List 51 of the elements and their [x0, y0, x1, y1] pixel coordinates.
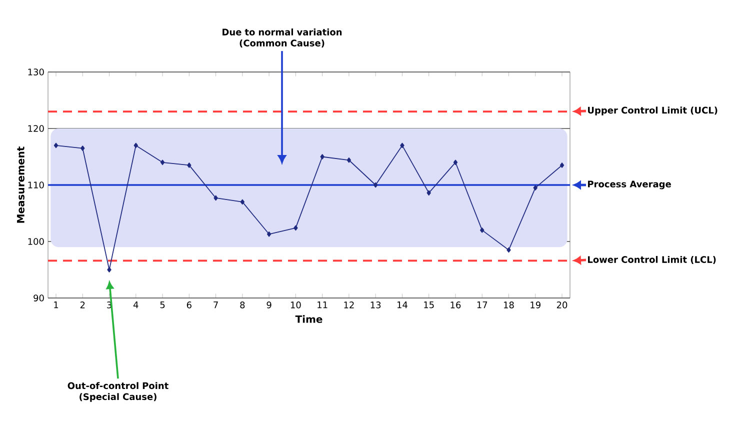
point [80, 146, 85, 151]
point [240, 199, 245, 205]
x-tick-label: 6 [186, 302, 192, 308]
y-axis-title: Measurement [17, 146, 24, 223]
x-tick-label: 14 [397, 302, 408, 308]
x-tick-label: 10 [290, 302, 301, 308]
point [54, 142, 58, 148]
point [373, 182, 378, 188]
point [134, 142, 138, 148]
x-tick-label: 15 [424, 302, 434, 308]
point [214, 195, 218, 201]
x-tick-label: 2 [80, 302, 85, 308]
point [533, 185, 538, 190]
ref-line-label: Process Average [588, 180, 671, 190]
ref-line-label: Upper Control Limit (UCL) [588, 106, 718, 116]
x-tick-label: 9 [266, 302, 272, 308]
x-tick-label: 7 [214, 302, 218, 308]
point [107, 267, 112, 272]
point [426, 190, 431, 196]
x-tick-label: 12 [344, 302, 354, 308]
x-tick-label: 1 [54, 302, 58, 308]
point [320, 154, 324, 160]
point [266, 231, 272, 237]
y-tick-label: 120 [28, 125, 44, 132]
x-tick-label: 16 [450, 302, 461, 308]
point [453, 160, 458, 166]
y-tick-label: 100 [28, 238, 44, 245]
y-tick-label: 90 [34, 294, 44, 302]
text: Due to normal variation (Common Cause) [222, 28, 342, 48]
x-tick-label: 17 [477, 302, 488, 308]
point [160, 160, 165, 166]
x-tick-label: 20 [556, 302, 568, 308]
x-tick-label: 11 [318, 302, 328, 308]
point [400, 142, 404, 148]
x-tick-label: 19 [530, 302, 540, 308]
x-axis-title: Time [295, 315, 322, 323]
point [480, 228, 484, 233]
y-tick-label: 110 [28, 182, 44, 188]
ref-line-label: Lower Control Limit (LCL) [588, 256, 716, 264]
x-tick-label: 5 [160, 302, 165, 308]
point [560, 162, 564, 168]
point [506, 247, 511, 253]
x-tick-label: 8 [240, 302, 245, 308]
point [294, 225, 298, 231]
y-tick-label: 130 [28, 68, 44, 76]
point [346, 157, 352, 163]
point [187, 162, 192, 168]
x-tick-label: 4 [133, 302, 138, 308]
x-tick-label: 13 [370, 302, 381, 308]
x-tick-label: 18 [504, 302, 514, 308]
text: Out-of-control Point (Special Cause) [68, 382, 168, 402]
